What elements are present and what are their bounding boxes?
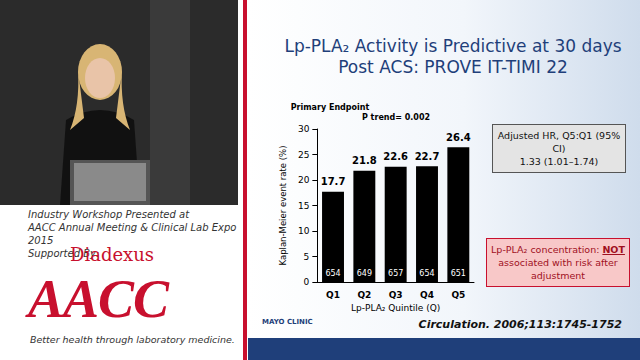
html-text:Adjusted HR, Q5:Q1 (95% CI): Adjusted HR, Q5:Q1 (95% CI) — [497, 130, 621, 154]
svg-text:P trend= 0.002: P trend= 0.002 — [362, 113, 430, 122]
svg-text:5: 5 — [304, 252, 310, 262]
html-text:MAYO CLINIC: MAYO CLINIC — [262, 318, 313, 326]
svg-text:Q4: Q4 — [420, 290, 434, 300]
html-text:Diadexus: Diadexus — [70, 244, 155, 265]
svg-text:15: 15 — [298, 201, 309, 211]
svg-text:Q5: Q5 — [451, 290, 465, 300]
svg-text:654: 654 — [419, 269, 434, 278]
svg-text:20: 20 — [298, 175, 310, 185]
html-text:associated with risk after adj: associated with risk after adjustment — [498, 257, 618, 281]
html-text:1.33 (1.01–1.74): 1.33 (1.01–1.74) — [519, 156, 599, 167]
svg-text:657: 657 — [388, 269, 403, 278]
svg-text:654: 654 — [325, 269, 340, 278]
svg-text:25: 25 — [298, 150, 309, 160]
svg-text:Q2: Q2 — [357, 290, 371, 300]
html-text:Lp-PLA₂ Activity is Predictive: Lp-PLA₂ Activity is Predictive at 30 day… — [284, 36, 622, 77]
svg-text:Q3: Q3 — [389, 290, 403, 300]
html-text:AACC Annual Meeting & Clinical: AACC Annual Meeting & Clinical Lab Expo … — [28, 222, 237, 246]
svg-text:0: 0 — [304, 277, 310, 287]
svg-text:651: 651 — [451, 269, 466, 278]
html-text:Industry Workshop Presented at: Industry Workshop Presented at — [28, 209, 190, 220]
svg-text:649: 649 — [357, 269, 372, 278]
svg-text:Q1: Q1 — [326, 290, 340, 300]
svg-text:22.6: 22.6 — [383, 151, 408, 162]
html-text:Lp-PLA₂ concentration: NOT: Lp-PLA₂ concentration: NOT — [491, 244, 625, 255]
svg-text:26.4: 26.4 — [446, 132, 471, 143]
svg-text:21.8: 21.8 — [352, 155, 377, 166]
html-text:Supported By:: Supported By: — [28, 248, 100, 259]
svg-text:30: 30 — [298, 124, 310, 134]
svg-text:17.7: 17.7 — [321, 176, 346, 187]
svg-text:22.7: 22.7 — [415, 151, 440, 162]
svg-text:Lp-PLA₂ Quintile (Q): Lp-PLA₂ Quintile (Q) — [351, 303, 440, 313]
svg-text:Kaplan-Meier event rate (%): Kaplan-Meier event rate (%) — [278, 146, 288, 266]
svg-text:10: 10 — [298, 226, 310, 236]
html-text:Better health through laborato: Better health through laboratory medicin… — [30, 334, 235, 345]
html-text:AACC: AACC — [28, 269, 169, 329]
html-text:Circulation. 2006;113:1745-175: Circulation. 2006;113:1745-1752 — [418, 318, 622, 331]
svg-text:Primary Endpoint: Primary Endpoint — [291, 103, 370, 112]
